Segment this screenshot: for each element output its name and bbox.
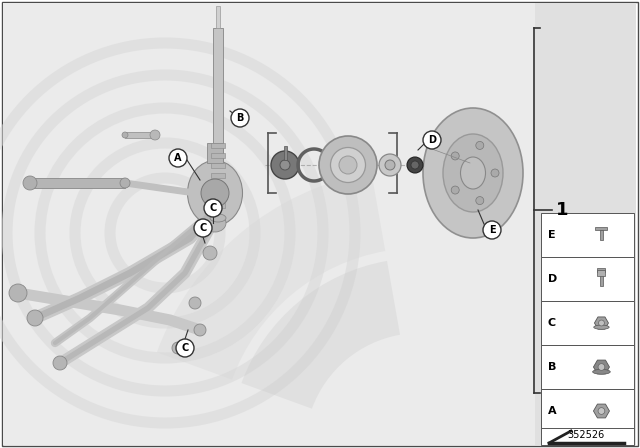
Bar — [598, 268, 605, 272]
Bar — [30, 178, 125, 188]
Bar — [600, 230, 603, 240]
Circle shape — [411, 161, 419, 169]
Circle shape — [476, 142, 484, 150]
Bar — [211, 143, 225, 148]
Circle shape — [598, 408, 605, 414]
Circle shape — [9, 284, 27, 302]
Circle shape — [483, 221, 501, 239]
Circle shape — [407, 157, 423, 173]
Circle shape — [201, 179, 229, 207]
Bar — [213, 28, 223, 218]
Circle shape — [194, 219, 212, 237]
Ellipse shape — [423, 108, 523, 238]
Text: E: E — [548, 230, 556, 240]
Bar — [207, 143, 223, 163]
Text: A: A — [548, 406, 557, 416]
Bar — [541, 213, 634, 257]
Circle shape — [27, 310, 43, 326]
Ellipse shape — [461, 157, 486, 189]
Text: 1: 1 — [556, 201, 568, 219]
Circle shape — [169, 149, 187, 167]
Circle shape — [189, 297, 201, 309]
Circle shape — [476, 197, 484, 205]
Bar — [211, 203, 225, 208]
Circle shape — [204, 199, 222, 217]
Text: B: B — [236, 113, 244, 123]
Ellipse shape — [379, 154, 401, 176]
Bar — [211, 173, 225, 178]
Bar — [284, 146, 287, 160]
Wedge shape — [157, 172, 385, 379]
Circle shape — [194, 324, 206, 336]
Ellipse shape — [594, 325, 609, 329]
Bar — [541, 428, 634, 445]
Circle shape — [598, 320, 604, 326]
Text: 352526: 352526 — [568, 430, 605, 440]
Bar — [600, 272, 603, 286]
Circle shape — [231, 109, 249, 127]
Bar — [541, 389, 634, 433]
Bar — [535, 3, 636, 445]
Bar — [595, 227, 607, 230]
Bar — [541, 301, 634, 345]
Bar — [541, 257, 634, 301]
Ellipse shape — [204, 214, 226, 232]
Ellipse shape — [385, 160, 395, 170]
Text: E: E — [489, 225, 495, 235]
Text: C: C — [548, 318, 556, 328]
Ellipse shape — [593, 370, 611, 374]
Bar — [125, 132, 155, 138]
Circle shape — [203, 246, 217, 260]
Ellipse shape — [339, 156, 357, 174]
Text: B: B — [548, 362, 556, 372]
Bar — [211, 163, 225, 168]
Circle shape — [598, 364, 605, 370]
Polygon shape — [593, 404, 609, 418]
Ellipse shape — [271, 151, 299, 179]
Circle shape — [451, 186, 460, 194]
Circle shape — [176, 339, 194, 357]
Polygon shape — [593, 360, 609, 374]
Bar — [598, 270, 605, 276]
Polygon shape — [595, 317, 609, 329]
Bar — [211, 153, 225, 158]
Circle shape — [451, 152, 460, 160]
Bar — [211, 183, 225, 188]
Wedge shape — [241, 261, 400, 409]
Bar — [216, 6, 220, 28]
Ellipse shape — [330, 147, 365, 182]
Bar — [3, 3, 535, 445]
Circle shape — [150, 130, 160, 140]
Circle shape — [53, 356, 67, 370]
Text: D: D — [428, 135, 436, 145]
Ellipse shape — [280, 160, 290, 170]
Circle shape — [120, 178, 130, 188]
Circle shape — [491, 169, 499, 177]
Ellipse shape — [319, 136, 377, 194]
Ellipse shape — [188, 160, 243, 225]
Text: C: C — [181, 343, 189, 353]
Bar — [541, 345, 634, 389]
Text: D: D — [548, 274, 557, 284]
Bar — [211, 193, 225, 198]
Ellipse shape — [210, 214, 226, 222]
Circle shape — [23, 176, 37, 190]
Ellipse shape — [443, 134, 503, 212]
Circle shape — [122, 132, 128, 138]
Circle shape — [172, 342, 184, 354]
Text: A: A — [174, 153, 182, 163]
Text: C: C — [200, 223, 207, 233]
Text: C: C — [209, 203, 216, 213]
Circle shape — [423, 131, 441, 149]
